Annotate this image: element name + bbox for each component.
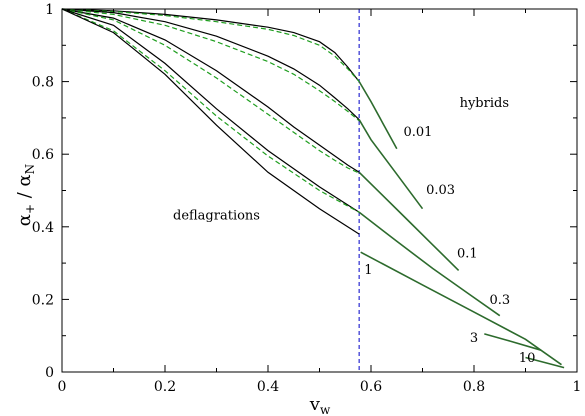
- x-tick-label: 0.8: [463, 379, 485, 395]
- x-tick-label: 0: [58, 379, 67, 395]
- series-0.01-hybrid-line: [358, 81, 398, 150]
- x-tick-label: 0.2: [154, 379, 176, 395]
- series-1-exact-line: [61, 8, 360, 235]
- series-0.1-exact-line: [61, 8, 360, 173]
- plot-marks: [61, 8, 565, 372]
- region-label-deflagrations: deflagrations: [173, 209, 260, 224]
- series-0.03-approx-line: [61, 8, 360, 122]
- series-0.03-hybrid-line: [358, 119, 424, 210]
- series-label-1: 1: [364, 263, 372, 278]
- series-label-0.03: 0.03: [426, 183, 455, 198]
- series-label-3: 3: [470, 331, 478, 346]
- y-tick-label: 0.6: [32, 147, 54, 163]
- y-tick-label: 0.4: [32, 220, 54, 236]
- series-0.01-exact-line: [61, 8, 360, 82]
- series-0.1-hybrid-line: [358, 171, 460, 271]
- x-tick-label: 0.4: [257, 379, 279, 395]
- series-label-10: 10: [519, 351, 536, 366]
- series-0.3-hybrid-line: [358, 211, 501, 317]
- axis-ticks: [61, 8, 578, 373]
- series-0.03-exact-line: [61, 8, 360, 121]
- series-0.1-approx-line: [61, 8, 360, 174]
- annotations: 0.01 0.03 0.1 0.3 1 3 10 deflagrations hybrids: [173, 96, 535, 366]
- x-tick-label: 1: [573, 379, 582, 395]
- series-1-hybrid-line: [360, 251, 562, 366]
- y-axis-label: α+ / αN: [14, 164, 37, 226]
- x-tick-label: 0.6: [360, 379, 382, 395]
- tick-labels: 0 0.2 0.4 0.6 0.8 100.20.40.60.81: [32, 2, 582, 395]
- series-3-hybrid-line: [484, 333, 542, 351]
- y-tick-label: 0.8: [32, 75, 54, 91]
- series-0.3-exact-line: [61, 8, 360, 213]
- series-label-0.3: 0.3: [489, 293, 510, 308]
- series-10-hybrid-line: [525, 356, 565, 369]
- series-0.01-approx-line: [61, 8, 360, 83]
- series-label-0.1: 0.1: [457, 247, 478, 262]
- series-0.3-approx-line: [61, 8, 360, 213]
- region-label-hybrids: hybrids: [460, 96, 509, 111]
- y-tick-label: 0: [45, 365, 54, 381]
- series-label-0.01: 0.01: [403, 125, 432, 140]
- y-tick-label: 1: [45, 2, 54, 18]
- x-axis-label: vw: [309, 394, 331, 416]
- y-tick-label: 0.2: [32, 292, 54, 308]
